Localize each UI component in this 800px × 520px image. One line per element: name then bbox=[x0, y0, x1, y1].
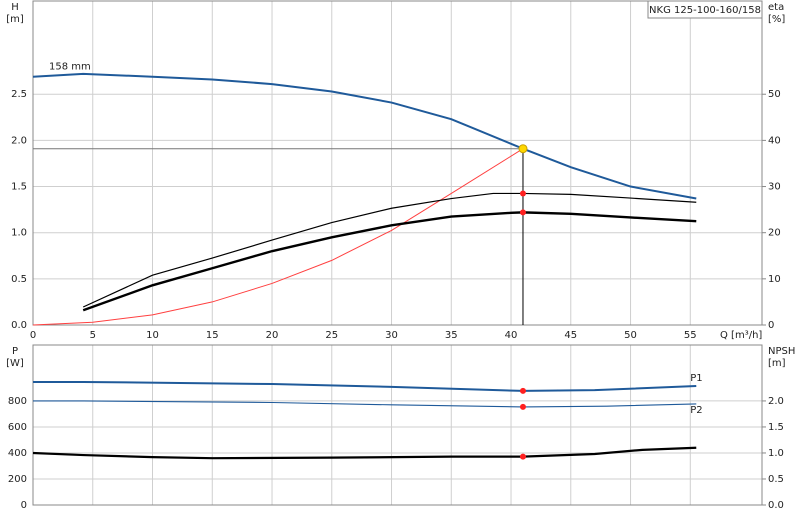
series-line bbox=[82, 211, 697, 312]
series-line bbox=[82, 192, 697, 308]
operating-point bbox=[519, 209, 526, 216]
y-axis-label: H bbox=[11, 2, 19, 13]
x-tick-label: 0 bbox=[30, 330, 36, 341]
y2-axis-label: [m] bbox=[768, 358, 786, 369]
operating-point bbox=[519, 453, 526, 460]
y2-axis-label: [%] bbox=[768, 14, 785, 25]
y-tick-label: 1.5 bbox=[11, 182, 27, 193]
x-tick-label: 30 bbox=[385, 330, 398, 341]
operating-point bbox=[519, 403, 526, 410]
y-tick-label: 800 bbox=[8, 396, 27, 407]
y2-tick-label: 40 bbox=[768, 135, 781, 146]
series-line bbox=[33, 380, 697, 392]
y2-tick-label: 10 bbox=[768, 274, 781, 285]
series-label: 158 mm bbox=[49, 62, 91, 73]
plot-frame bbox=[32, 0, 763, 326]
x-tick-label: 35 bbox=[445, 330, 458, 341]
y-tick-label: 400 bbox=[8, 448, 27, 459]
x-tick-label: 45 bbox=[564, 330, 577, 341]
y-tick-label: 0.5 bbox=[11, 274, 27, 285]
y-tick-label: 0 bbox=[21, 500, 27, 511]
y-tick-label: 600 bbox=[8, 422, 27, 433]
y2-tick-label: 0 bbox=[768, 320, 774, 331]
y-axis-label: P bbox=[12, 346, 18, 357]
series-line bbox=[32, 148, 524, 326]
series-line bbox=[33, 400, 697, 408]
x-axis-label: Q [m³/h] bbox=[720, 330, 762, 341]
y-tick-label: 1.0 bbox=[11, 228, 27, 239]
operating-point bbox=[519, 387, 526, 394]
x-tick-label: 5 bbox=[90, 330, 96, 341]
series-line bbox=[32, 72, 697, 200]
y-tick-label: 2.0 bbox=[11, 135, 27, 146]
title-box bbox=[647, 0, 763, 19]
x-tick-label: 40 bbox=[505, 330, 518, 341]
plot-frame bbox=[32, 344, 763, 506]
x-tick-label: 55 bbox=[684, 330, 697, 341]
y-axis-label: [W] bbox=[6, 358, 24, 369]
y2-tick-label: 20 bbox=[768, 228, 781, 239]
y-tick-label: 200 bbox=[8, 474, 27, 485]
series-line bbox=[32, 446, 697, 460]
operating-point bbox=[519, 190, 526, 197]
y2-tick-label: 1.0 bbox=[768, 448, 784, 459]
y2-axis-label: NPSH bbox=[768, 346, 795, 357]
y2-tick-label: 1.5 bbox=[768, 422, 784, 433]
chart-title: NKG 125-100-160/158 bbox=[649, 5, 761, 16]
y-tick-label: 2.5 bbox=[11, 89, 27, 100]
series-label: P1 bbox=[690, 373, 702, 384]
series-label: P2 bbox=[690, 405, 702, 416]
operating-point bbox=[518, 144, 528, 154]
y-tick-label: 0.0 bbox=[11, 320, 27, 331]
x-tick-label: 15 bbox=[206, 330, 219, 341]
y2-tick-label: 2.0 bbox=[768, 396, 784, 407]
y2-axis-label: eta bbox=[768, 2, 784, 13]
y-axis-label: [m] bbox=[6, 14, 24, 25]
x-tick-label: 25 bbox=[325, 330, 338, 341]
y2-tick-label: 0.0 bbox=[768, 500, 784, 511]
x-tick-label: 10 bbox=[146, 330, 159, 341]
x-tick-label: 50 bbox=[624, 330, 637, 341]
y2-tick-label: 50 bbox=[768, 89, 781, 100]
y2-tick-label: 0.5 bbox=[768, 474, 784, 485]
x-tick-label: 20 bbox=[266, 330, 279, 341]
y2-tick-label: 30 bbox=[768, 182, 781, 193]
